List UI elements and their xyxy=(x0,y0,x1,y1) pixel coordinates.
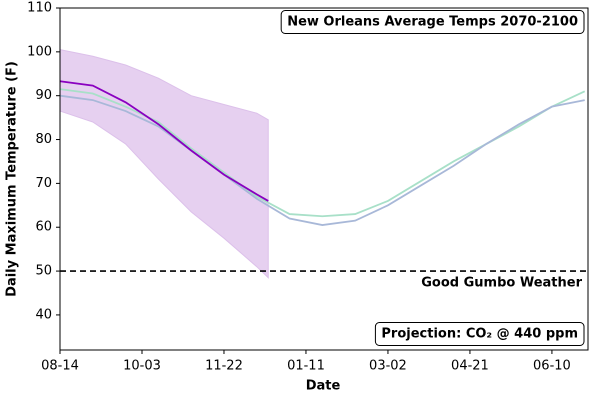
line xyxy=(59,80,269,202)
y-tick-label: 90 xyxy=(35,88,52,103)
x-tick-label: 06-10 xyxy=(533,359,571,374)
y-tick-label: 60 xyxy=(35,220,52,235)
y-tick-label: 100 xyxy=(27,44,52,59)
y-tick-label: 40 xyxy=(35,307,52,322)
range-band xyxy=(59,49,269,279)
reference-label: Good Gumbo Weather xyxy=(421,276,582,291)
y-axis-label: Daily Maximum Temperature (F) xyxy=(5,61,20,297)
y-tick-label: 70 xyxy=(35,176,52,191)
x-axis-label: Date xyxy=(306,379,341,394)
chart-title-box xyxy=(280,10,585,34)
x-tick-label: 01-11 xyxy=(287,359,325,374)
line xyxy=(59,94,585,226)
y-tick-label: 50 xyxy=(35,264,52,279)
x-tick-label: 10-03 xyxy=(123,359,161,374)
annotation: Projection: CO₂ @ 440 ppm xyxy=(381,327,578,342)
chart-title: New Orleans Average Temps 2070-2100 xyxy=(287,15,578,30)
y-tick-label: 110 xyxy=(27,1,52,16)
annotation-box xyxy=(374,322,585,346)
x-tick-label: 11-22 xyxy=(205,359,243,374)
x-tick-label: 04-21 xyxy=(451,359,489,374)
plot-frame xyxy=(59,7,589,351)
x-tick-label: 08-14 xyxy=(41,359,79,374)
y-tick-label: 80 xyxy=(35,132,52,147)
x-tick-label: 03-02 xyxy=(369,359,407,374)
